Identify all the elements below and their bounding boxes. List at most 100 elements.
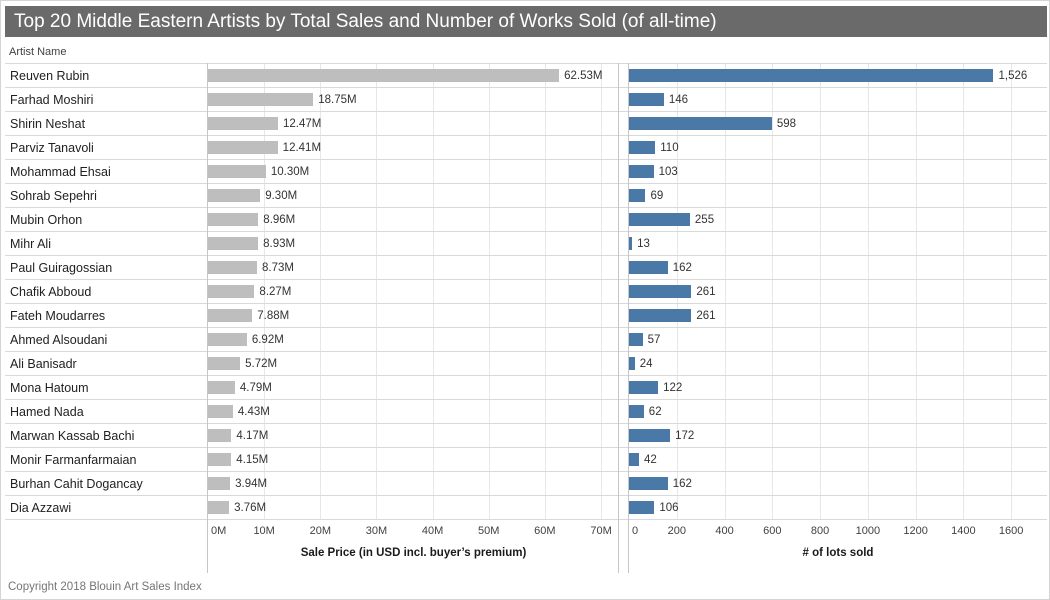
artist-name-label[interactable]: Marwan Kassab Bachi — [10, 428, 135, 443]
table-row: Chafik Abboud 8.27M 261 — [5, 280, 1047, 304]
sales-value-label: 12.41M — [282, 141, 322, 154]
lots-bar[interactable] — [629, 285, 692, 298]
lots-bar[interactable] — [629, 69, 994, 82]
sales-bar[interactable] — [208, 189, 261, 202]
lots-axis-title: # of lots sold — [802, 547, 874, 559]
sales-bar[interactable] — [208, 261, 258, 274]
lots-bar[interactable] — [629, 237, 633, 250]
sales-bar-cell: 6.92M — [208, 328, 619, 351]
sales-bar[interactable] — [208, 117, 279, 130]
sales-bar[interactable] — [208, 309, 253, 322]
lots-bar[interactable] — [629, 381, 659, 394]
sales-axis-title: Sale Price (in USD incl. buyer’s premium… — [300, 547, 527, 559]
sales-bar[interactable] — [208, 501, 230, 514]
sales-bar-cell: 3.76M — [208, 496, 619, 519]
artist-name-label[interactable]: Dia Azzawi — [10, 500, 72, 515]
artist-name-label[interactable]: Mohammad Ehsai — [10, 164, 111, 179]
artist-name-label[interactable]: Ahmed Alsoudani — [10, 332, 108, 347]
lots-bar-cell: 122 — [629, 376, 1047, 399]
lots-bar[interactable] — [629, 309, 692, 322]
lots-bar[interactable] — [629, 93, 664, 106]
lots-value-label: 146 — [668, 93, 689, 106]
table-row: Mihr Ali 8.93M 13 — [5, 232, 1047, 256]
column-header-artist-name: Artist Name — [9, 46, 67, 58]
sales-bar[interactable] — [208, 93, 314, 106]
sales-bar[interactable] — [208, 477, 231, 490]
lots-bar[interactable] — [629, 405, 644, 418]
table-row: Fateh Moudarres 7.88M 261 — [5, 304, 1047, 328]
lots-bar[interactable] — [629, 453, 640, 466]
sales-axis-tick: 40M — [421, 525, 444, 537]
sales-bar[interactable] — [208, 453, 232, 466]
artist-name-label[interactable]: Hamed Nada — [10, 404, 84, 419]
sales-bar[interactable] — [208, 285, 255, 298]
sales-bar[interactable] — [208, 357, 241, 370]
artist-name-label[interactable]: Burhan Cahit Dogancay — [10, 476, 143, 491]
gridline — [432, 63, 434, 519]
table-row: Dia Azzawi 3.76M 106 — [5, 496, 1047, 520]
artist-name-label[interactable]: Paul Guiragossian — [10, 260, 113, 275]
sales-bar[interactable] — [208, 429, 232, 442]
sales-bar[interactable] — [208, 237, 259, 250]
lots-bar[interactable] — [629, 501, 655, 514]
table-row: Burhan Cahit Dogancay 3.94M 162 — [5, 472, 1047, 496]
sales-bar[interactable] — [208, 333, 247, 346]
artist-name-label[interactable]: Reuven Rubin — [10, 68, 90, 83]
lots-axis-tick: 800 — [810, 525, 830, 537]
artist-name-label[interactable]: Mubin Orhon — [10, 212, 83, 227]
table-row: Marwan Kassab Bachi 4.17M 172 — [5, 424, 1047, 448]
lots-bar[interactable] — [629, 429, 671, 442]
sales-bar[interactable] — [208, 381, 235, 394]
sales-bar-cell: 8.27M — [208, 280, 619, 303]
artist-name-label[interactable]: Sohrab Sepehri — [10, 188, 97, 203]
artist-name-label[interactable]: Parviz Tanavoli — [10, 140, 94, 155]
lots-value-label: 13 — [637, 237, 650, 250]
sales-bar[interactable] — [208, 141, 278, 154]
lots-bar[interactable] — [629, 165, 654, 178]
sales-value-label: 8.96M — [263, 213, 296, 226]
artist-name-label[interactable]: Monir Farmanfarmaian — [10, 452, 137, 467]
sales-value-label: 8.73M — [262, 261, 294, 274]
lots-axis-tick: 1600 — [998, 525, 1024, 537]
artist-name-label[interactable]: Fateh Moudarres — [10, 308, 106, 323]
artist-name-label[interactable]: Chafik Abboud — [10, 284, 92, 299]
sales-value-label: 18.75M — [318, 93, 357, 106]
lots-bar-cell: 24 — [629, 352, 1047, 375]
lots-bar[interactable] — [629, 189, 646, 202]
sales-bar-cell: 62.53M — [208, 64, 619, 87]
lots-bar[interactable] — [629, 117, 772, 130]
gridline — [820, 63, 822, 519]
lots-bar-cell: 261 — [629, 304, 1047, 327]
lots-bar[interactable] — [629, 213, 690, 226]
sales-bar[interactable] — [208, 213, 259, 226]
lots-bar-cell: 162 — [629, 472, 1047, 495]
lots-bar[interactable] — [629, 357, 635, 370]
artist-name-label[interactable]: Ali Banisadr — [10, 356, 77, 371]
sales-bar[interactable] — [208, 69, 560, 82]
lots-bar-cell: 598 — [629, 112, 1047, 135]
sales-bar-cell: 7.88M — [208, 304, 619, 327]
lots-bar-cell: 106 — [629, 496, 1047, 519]
sales-value-label: 3.94M — [235, 477, 268, 490]
sales-bar-cell: 4.79M — [208, 376, 619, 399]
sales-axis-tick: 70M — [590, 525, 612, 537]
lots-value-label: 1,526 — [998, 69, 1028, 82]
lots-bar[interactable] — [629, 477, 668, 490]
sales-bar[interactable] — [208, 165, 266, 178]
artist-name-label[interactable]: Farhad Moshiri — [10, 92, 94, 107]
lots-value-label: 62 — [648, 405, 662, 418]
lots-axis-tick: 600 — [763, 525, 782, 537]
sales-bar[interactable] — [208, 405, 233, 418]
copyright-text: Copyright 2018 Blouin Art Sales Index — [8, 581, 202, 593]
artist-name-label[interactable]: Shirin Neshat — [10, 116, 86, 131]
table-row: Ahmed Alsoudani 6.92M 57 — [5, 328, 1047, 352]
lots-bar[interactable] — [629, 333, 643, 346]
lots-bar[interactable] — [629, 261, 668, 274]
lots-axis-tick: 1200 — [903, 525, 928, 537]
artist-name-label[interactable]: Mona Hatoum — [10, 380, 89, 395]
lots-bar-cell: 57 — [629, 328, 1047, 351]
lots-value-label: 172 — [675, 429, 695, 442]
lots-bar[interactable] — [629, 141, 656, 154]
artist-name-label[interactable]: Mihr Ali — [10, 236, 51, 251]
lots-value-label: 106 — [659, 501, 679, 514]
